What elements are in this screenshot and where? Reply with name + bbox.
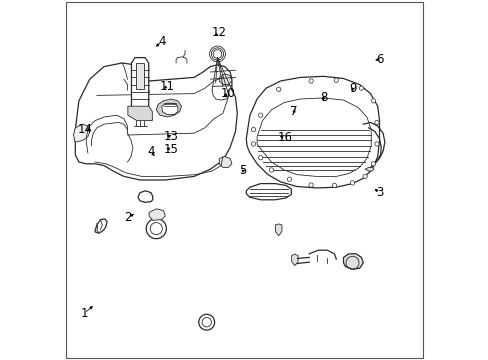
- Polygon shape: [365, 167, 373, 171]
- Text: 11: 11: [159, 80, 174, 93]
- Circle shape: [251, 127, 255, 132]
- Text: 1: 1: [81, 307, 88, 320]
- Polygon shape: [136, 63, 144, 89]
- Polygon shape: [257, 98, 370, 176]
- Circle shape: [374, 120, 378, 125]
- Circle shape: [269, 168, 273, 172]
- Circle shape: [258, 156, 263, 160]
- Text: 7: 7: [290, 105, 297, 118]
- Polygon shape: [138, 191, 152, 202]
- Polygon shape: [246, 184, 291, 200]
- Text: 13: 13: [163, 130, 178, 143]
- Circle shape: [370, 99, 375, 103]
- Circle shape: [332, 183, 336, 188]
- Text: 15: 15: [163, 143, 178, 156]
- Circle shape: [287, 177, 291, 181]
- Circle shape: [308, 183, 313, 187]
- Polygon shape: [219, 74, 231, 85]
- Text: 9: 9: [348, 82, 356, 95]
- Text: 4: 4: [147, 145, 154, 158]
- Text: 5: 5: [239, 165, 246, 177]
- Circle shape: [362, 174, 366, 179]
- Circle shape: [308, 79, 313, 83]
- Circle shape: [349, 181, 354, 185]
- Text: 10: 10: [221, 87, 235, 100]
- Text: 3: 3: [375, 186, 383, 199]
- Circle shape: [276, 87, 280, 91]
- Polygon shape: [127, 106, 152, 121]
- Polygon shape: [156, 99, 181, 117]
- Text: 8: 8: [319, 91, 327, 104]
- Text: 6: 6: [375, 53, 383, 66]
- Polygon shape: [95, 219, 107, 233]
- Text: 16: 16: [277, 131, 292, 144]
- Circle shape: [251, 142, 255, 146]
- Polygon shape: [291, 254, 298, 266]
- Polygon shape: [246, 76, 379, 188]
- Text: 14: 14: [78, 123, 93, 136]
- Polygon shape: [131, 58, 148, 112]
- Text: 4: 4: [158, 35, 165, 48]
- Polygon shape: [75, 63, 237, 180]
- Circle shape: [333, 78, 338, 82]
- Circle shape: [359, 86, 363, 90]
- Circle shape: [370, 162, 375, 166]
- Polygon shape: [275, 224, 282, 236]
- Polygon shape: [219, 157, 231, 167]
- Text: 12: 12: [211, 26, 226, 39]
- Polygon shape: [162, 103, 178, 114]
- Polygon shape: [149, 209, 165, 220]
- Polygon shape: [73, 124, 89, 142]
- Text: 2: 2: [123, 211, 131, 224]
- Polygon shape: [343, 254, 363, 269]
- Circle shape: [258, 113, 263, 117]
- Circle shape: [374, 142, 378, 146]
